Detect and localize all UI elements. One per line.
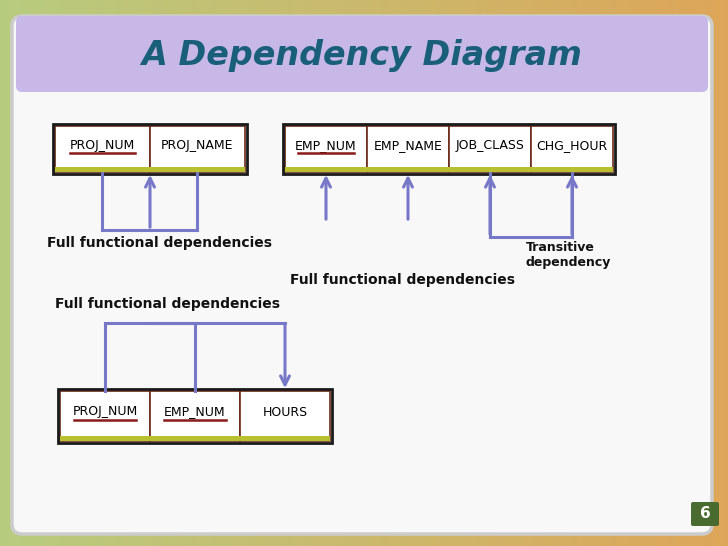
Bar [55,126,150,172]
Bar [58,389,332,443]
Bar [285,126,367,172]
Bar [53,124,247,174]
Bar [531,167,613,172]
Bar [60,436,150,441]
Bar [150,391,240,441]
Text: Full functional dependencies: Full functional dependencies [290,273,515,287]
Text: PROJ_NAME: PROJ_NAME [161,139,234,152]
Text: HOURS: HOURS [262,406,307,418]
Bar [531,126,613,172]
Text: Transitive
dependency: Transitive dependency [526,241,612,269]
Text: EMP_NUM: EMP_NUM [295,139,357,152]
Bar [150,167,245,172]
Text: Full functional dependencies: Full functional dependencies [55,297,280,311]
Bar [285,167,367,172]
Bar [240,391,330,441]
Text: CHG_HOUR: CHG_HOUR [537,139,608,152]
Bar [283,124,615,174]
Bar [55,167,150,172]
Text: JOB_CLASS: JOB_CLASS [456,139,524,152]
Bar [150,126,245,172]
Bar [449,167,531,172]
Bar [240,436,330,441]
FancyBboxPatch shape [16,16,708,92]
Text: Full functional dependencies: Full functional dependencies [47,236,272,250]
Bar [60,391,150,441]
Bar [367,167,449,172]
Text: PROJ_NUM: PROJ_NUM [70,139,135,152]
Text: EMP_NAME: EMP_NAME [373,139,443,152]
Text: 6: 6 [700,507,711,521]
Text: A Dependency Diagram: A Dependency Diagram [141,39,582,73]
Text: EMP_NUM: EMP_NUM [165,406,226,418]
Text: PROJ_NUM: PROJ_NUM [72,406,138,418]
Bar [30,34,696,86]
FancyBboxPatch shape [691,502,719,526]
Bar [449,126,531,172]
Bar [150,436,240,441]
Bar [367,126,449,172]
FancyBboxPatch shape [12,16,712,534]
